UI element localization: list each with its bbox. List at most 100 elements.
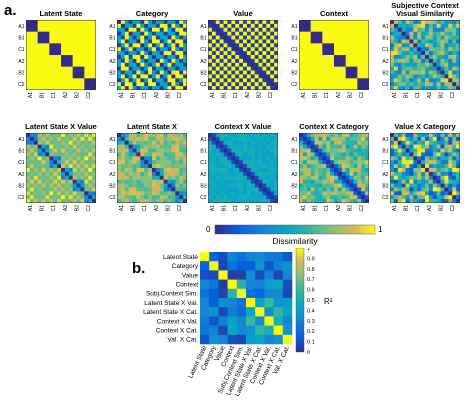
rdm-cell (49, 86, 54, 90)
rdm-cell (302, 62, 308, 67)
r2-cell (200, 334, 210, 345)
rdm-cell (302, 144, 308, 149)
rdm-cell (299, 78, 304, 83)
rdm-cell (337, 20, 343, 25)
rdm-cell (345, 31, 350, 36)
r2-cell (282, 298, 293, 308)
rdm-cell (330, 20, 335, 25)
rdm-cell (409, 55, 414, 60)
rdm-cell (49, 51, 54, 56)
rdm-cell (179, 191, 184, 196)
rdm-cell (456, 70, 460, 75)
rdm-cell (155, 171, 161, 177)
rdm-cell (57, 175, 62, 180)
rdm-cell (365, 23, 369, 29)
rdm-cell (413, 133, 418, 138)
rdm-cell (357, 82, 362, 87)
rdm-cell (250, 191, 255, 196)
rdm-cell (29, 140, 35, 145)
rdm-cell (117, 183, 122, 188)
rdm-cell (120, 86, 126, 90)
rdm-cell (132, 86, 137, 90)
rdm-cell (88, 168, 93, 173)
rdm-cell (322, 47, 327, 52)
rdm-cell (148, 136, 153, 142)
rdm-cell (314, 82, 319, 87)
rdm-cell (409, 144, 414, 149)
rdm-cell (243, 175, 248, 180)
rdm-cell (262, 199, 267, 203)
rdm-cell (326, 187, 331, 192)
rdm-cell (440, 20, 445, 25)
rdm-cell (440, 62, 445, 67)
rdm-cell (57, 187, 62, 192)
r2-cell (218, 334, 228, 345)
rdm-cell (345, 74, 350, 79)
rdm-cell (314, 70, 319, 75)
rdm-cell (334, 35, 339, 40)
rdm-cell (136, 152, 141, 157)
rdm-cell (397, 23, 402, 29)
rdm-cell (124, 136, 129, 142)
rdm-cell (444, 171, 449, 177)
rdm-cell (49, 20, 54, 25)
rdm-cell (270, 66, 275, 71)
rdm-cell (208, 47, 213, 52)
rdm-valcat (390, 133, 460, 203)
col-tick-label: C1 (233, 92, 239, 99)
rdm-cell (246, 20, 252, 25)
rdm-cell (49, 133, 54, 138)
rdm-cell (88, 74, 93, 79)
r2-cell (282, 307, 293, 317)
rdm-cell (84, 175, 89, 180)
rdm-cell (41, 47, 46, 52)
rdm-cell (72, 86, 77, 90)
rdm-cell (274, 74, 278, 79)
rdm-cell (132, 183, 137, 188)
rdm-cell (254, 43, 259, 48)
rdm-cell (345, 62, 350, 67)
rdm-cell (120, 171, 126, 177)
rdm-cell (361, 86, 366, 90)
rdm-cell (29, 31, 35, 36)
rdm-cell (318, 47, 323, 52)
rdm-cell (179, 20, 184, 25)
r2-cell (255, 288, 265, 299)
rdm-cell (155, 86, 161, 90)
rdm-cell (456, 58, 460, 64)
rdm-cell (413, 23, 418, 29)
rdm-cell (92, 152, 96, 157)
rdm-cell (45, 39, 50, 44)
dissim-max-label: 1 (378, 225, 383, 234)
rdm-cell (167, 148, 172, 153)
rdm-cell (159, 179, 164, 184)
rdm-cell (163, 82, 168, 87)
rdm-cell (270, 70, 275, 75)
rdm-cell (140, 66, 145, 71)
rdm-cell (274, 191, 278, 196)
rdm-cell (413, 39, 418, 44)
rdm-cell (84, 168, 89, 173)
rdm-cell (258, 168, 263, 173)
rdm-cell (390, 70, 395, 75)
rdm-cell (334, 191, 339, 196)
rdm-cell (337, 133, 343, 138)
rdm-cell (152, 35, 157, 40)
rdm-ctxval (208, 133, 278, 203)
rdm-cell (337, 51, 343, 56)
rdm-cell (33, 31, 38, 36)
row-tick-label: C1 (18, 47, 25, 53)
rdm-cell (175, 183, 180, 188)
rdm-cell (440, 160, 445, 165)
rdm-cell (211, 78, 217, 83)
rdm-cell (167, 86, 172, 90)
rdm-cell (163, 148, 168, 153)
rdm-cell (250, 51, 255, 56)
rdm-cell (26, 82, 31, 87)
rdm-cell (302, 31, 308, 36)
rdm-cell (444, 43, 449, 48)
rdm-cell (120, 191, 126, 196)
rdm-cell (254, 136, 259, 142)
rdm-cell (266, 199, 271, 203)
rdm-cell (270, 39, 275, 44)
